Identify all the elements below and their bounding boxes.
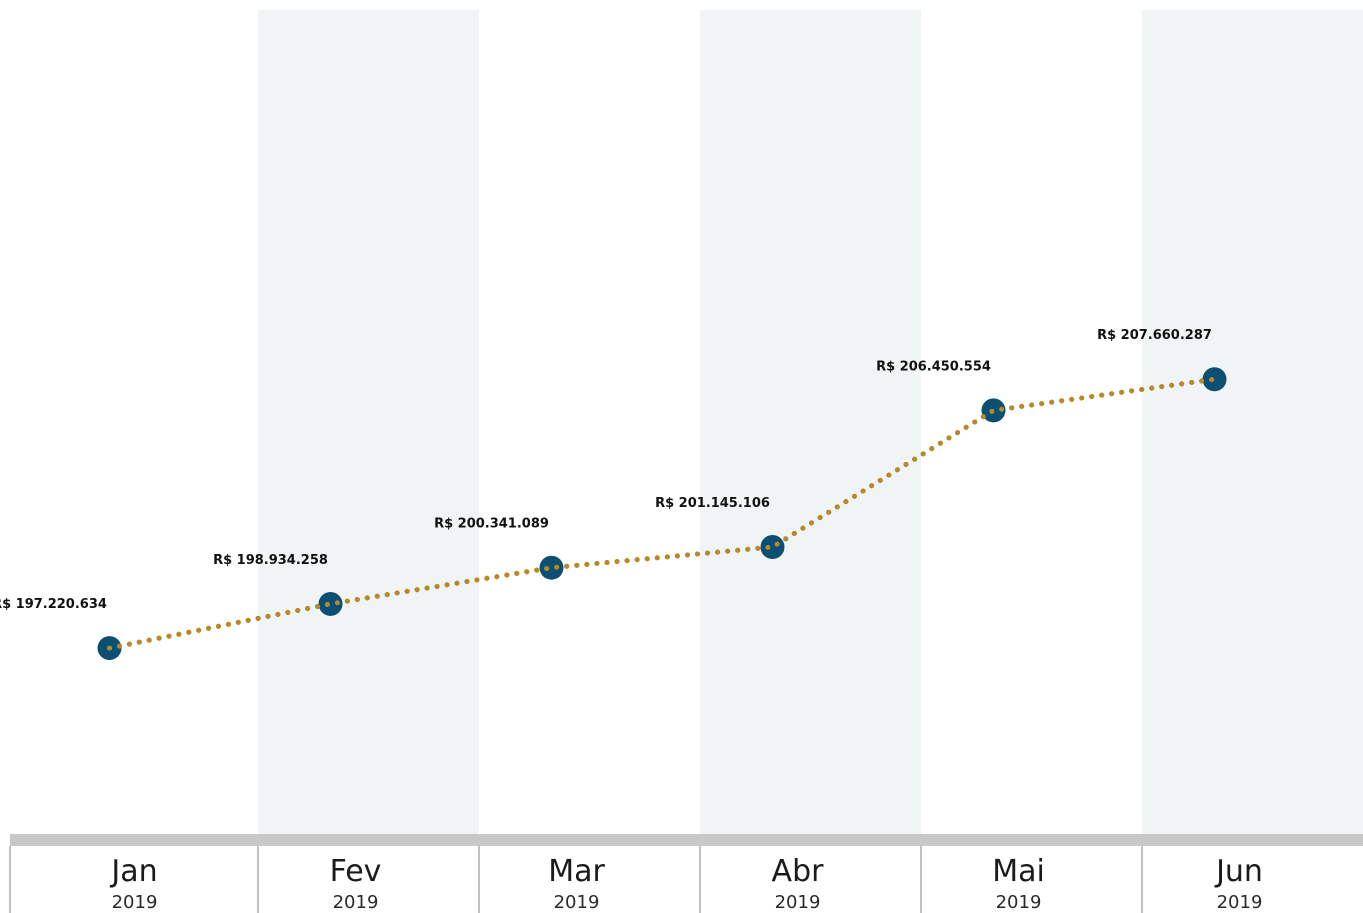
x-tick-label-year: 2019 <box>775 892 821 913</box>
data-point-jun <box>1202 367 1227 392</box>
x-axis-bar <box>10 834 1363 846</box>
data-label-fev: R$ 198.934.258 <box>213 553 328 568</box>
data-markers <box>97 367 1227 661</box>
column-band-abr <box>700 10 921 834</box>
data-label-mar: R$ 200.341.089 <box>434 517 549 532</box>
x-axis-labels: Jan 2019 Fev 2019 Mar 2019 Abr 2019 Mai 2019 Jun 20… <box>109 854 1263 913</box>
data-label-jan: R$ 197.220.634 <box>0 597 107 612</box>
x-tick-label-month: Fev <box>330 854 382 889</box>
x-tick-label-year: 2019 <box>1217 892 1263 913</box>
x-tick-label-year: 2019 <box>996 892 1042 913</box>
data-labels: R$ 197.220.634 R$ 198.934.258 R$ 200.341.0… <box>0 328 1212 612</box>
data-label-mai: R$ 206.450.554 <box>876 359 991 374</box>
column-band-fev <box>258 10 479 834</box>
x-tick-label-month: Jun <box>1214 854 1263 889</box>
data-label-abr: R$ 201.145.106 <box>655 496 770 511</box>
data-point-mar <box>539 555 564 580</box>
column-bands <box>258 10 1363 834</box>
data-label-jun: R$ 207.660.287 <box>1097 328 1212 343</box>
data-point-fev <box>318 591 343 616</box>
column-band-jun <box>1142 10 1363 834</box>
x-tick-label-month: Mai <box>992 854 1045 889</box>
series-line-overlay <box>107 376 1217 651</box>
x-tick-label-year: 2019 <box>333 892 379 913</box>
x-axis-dividers <box>9 846 1143 913</box>
x-tick-label-month: Jan <box>109 854 157 889</box>
x-tick-label-year: 2019 <box>554 892 600 913</box>
x-tick-label-month: Abr <box>772 854 825 889</box>
x-tick-label-month: Mar <box>548 854 605 889</box>
x-tick-label-year: 2019 <box>112 892 158 913</box>
data-point-abr <box>760 535 785 560</box>
